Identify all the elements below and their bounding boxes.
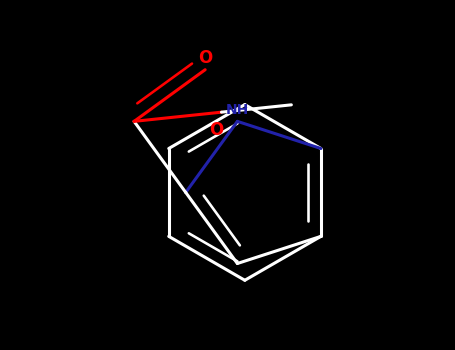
Text: NH: NH [226,103,249,117]
Text: O: O [198,49,212,67]
Text: O: O [209,121,224,139]
